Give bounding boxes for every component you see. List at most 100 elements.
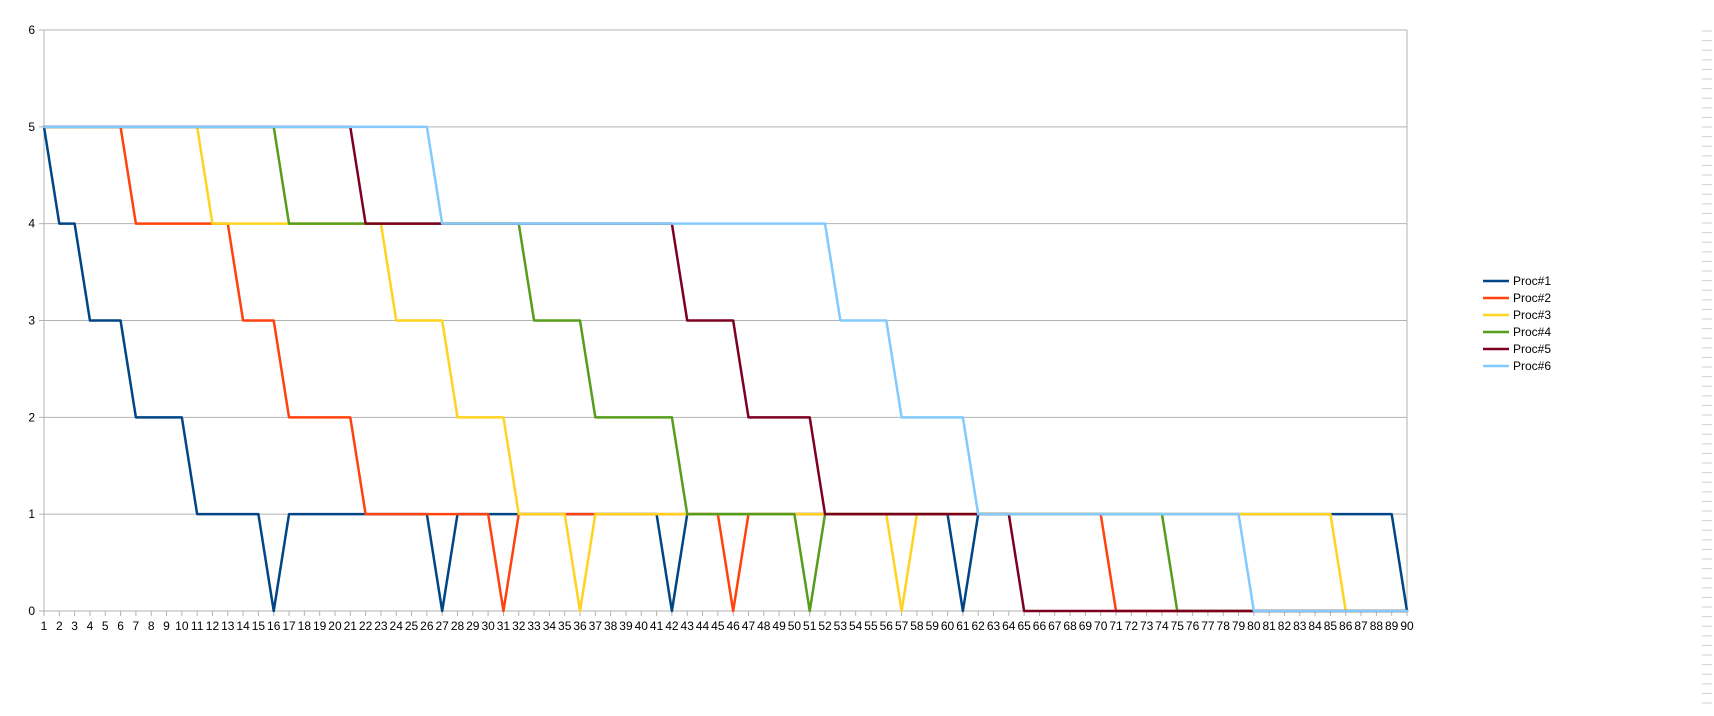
x-tick-label: 67 <box>1048 619 1062 633</box>
legend-label-4: Proc#4 <box>1513 325 1551 339</box>
x-tick-label: 38 <box>604 619 618 633</box>
x-tick-label: 81 <box>1262 619 1276 633</box>
series-line-5 <box>42 125 1409 613</box>
x-tick-label: 71 <box>1109 619 1123 633</box>
x-tick-label: 28 <box>451 619 465 633</box>
series-lines <box>42 125 1409 613</box>
x-tick-label: 13 <box>221 619 235 633</box>
gridlines <box>44 29 1407 515</box>
series-line-1 <box>42 125 1409 613</box>
series-line-3 <box>42 125 1409 613</box>
x-tick-label: 57 <box>895 619 909 633</box>
x-tick-label: 84 <box>1308 619 1322 633</box>
x-tick-label: 26 <box>420 619 434 633</box>
axes <box>39 29 1408 616</box>
x-tick-label: 48 <box>757 619 771 633</box>
x-tick-label: 39 <box>619 619 633 633</box>
x-tick-label: 20 <box>328 619 342 633</box>
x-tick-label: 16 <box>267 619 281 633</box>
x-tick-label: 33 <box>527 619 541 633</box>
x-tick-label: 14 <box>236 619 250 633</box>
x-tick-label: 36 <box>573 619 587 633</box>
legend-label-5: Proc#5 <box>1513 342 1551 356</box>
x-tick-label: 21 <box>344 619 358 633</box>
series-line-2 <box>42 125 1409 613</box>
x-tick-label: 2 <box>56 619 63 633</box>
series-line-4 <box>42 125 1409 613</box>
x-tick-label: 78 <box>1217 619 1231 633</box>
x-tick-label: 32 <box>512 619 526 633</box>
x-tick-label: 8 <box>148 619 155 633</box>
series-line-6 <box>42 125 1409 613</box>
x-tick-label: 50 <box>788 619 802 633</box>
x-tick-label: 42 <box>665 619 679 633</box>
y-tick-label: 2 <box>28 410 35 424</box>
right-edge-dashes <box>1702 30 1712 704</box>
x-tick-label: 75 <box>1171 619 1185 633</box>
x-tick-label: 87 <box>1354 619 1368 633</box>
x-tick-label: 53 <box>834 619 848 633</box>
y-tick-label: 1 <box>28 507 35 521</box>
x-tick-label: 55 <box>864 619 878 633</box>
x-tick-label: 49 <box>772 619 786 633</box>
x-tick-label: 63 <box>987 619 1001 633</box>
x-tick-label: 51 <box>803 619 817 633</box>
x-tick-label: 9 <box>163 619 170 633</box>
x-tick-label: 23 <box>374 619 388 633</box>
y-tick-label: 3 <box>28 314 35 328</box>
x-tick-label: 69 <box>1079 619 1093 633</box>
y-axis-tick-labels: 0 1 2 3 4 5 6 <box>28 23 35 618</box>
x-tick-label: 4 <box>87 619 94 633</box>
x-tick-label: 65 <box>1017 619 1031 633</box>
x-tick-label: 31 <box>497 619 511 633</box>
y-tick-label: 5 <box>28 120 35 134</box>
x-tick-label: 59 <box>926 619 940 633</box>
x-tick-label: 3 <box>71 619 78 633</box>
x-tick-label: 40 <box>635 619 649 633</box>
x-tick-label: 74 <box>1155 619 1169 633</box>
x-tick-label: 25 <box>405 619 419 633</box>
x-tick-label: 35 <box>558 619 572 633</box>
x-tick-label: 44 <box>696 619 710 633</box>
x-tick-label: 52 <box>818 619 832 633</box>
x-tick-label: 86 <box>1339 619 1353 633</box>
x-tick-label: 70 <box>1094 619 1108 633</box>
x-axis-tick-labels: 1 2 3 4 5 6 7 8 9 10 11 12 13 14 15 16 17 18 19 20 21 22 23 24 2… <box>41 619 1414 633</box>
x-tick-label: 1 <box>41 619 48 633</box>
legend-label-3: Proc#3 <box>1513 308 1551 322</box>
x-tick-label: 12 <box>206 619 220 633</box>
x-tick-label: 7 <box>133 619 140 633</box>
x-tick-label: 46 <box>726 619 740 633</box>
x-tick-label: 17 <box>282 619 296 633</box>
x-tick-label: 90 <box>1400 619 1414 633</box>
x-tick-label: 82 <box>1278 619 1292 633</box>
x-tick-label: 56 <box>880 619 894 633</box>
x-tick-label: 43 <box>681 619 695 633</box>
x-tick-label: 29 <box>466 619 480 633</box>
y-tick-label: 6 <box>28 23 35 37</box>
x-tick-label: 30 <box>481 619 495 633</box>
x-tick-label: 6 <box>117 619 124 633</box>
x-tick-label: 77 <box>1201 619 1215 633</box>
x-tick-label: 45 <box>711 619 725 633</box>
x-tick-label: 34 <box>543 619 557 633</box>
x-tick-label: 10 <box>175 619 189 633</box>
x-tick-label: 60 <box>941 619 955 633</box>
x-tick-label: 41 <box>650 619 664 633</box>
x-tick-label: 73 <box>1140 619 1154 633</box>
x-tick-label: 27 <box>436 619 450 633</box>
legend: Proc#1 Proc#2 Proc#3 Proc#4 Proc#5 Proc#6 <box>1483 274 1551 373</box>
x-tick-label: 85 <box>1324 619 1338 633</box>
x-tick-label: 22 <box>359 619 373 633</box>
x-tick-label: 47 <box>742 619 756 633</box>
x-tick-label: 80 <box>1247 619 1261 633</box>
x-tick-label: 15 <box>252 619 266 633</box>
y-tick-label: 0 <box>28 604 35 618</box>
x-tick-label: 61 <box>956 619 970 633</box>
x-tick-label: 68 <box>1063 619 1077 633</box>
x-tick-label: 88 <box>1370 619 1384 633</box>
legend-label-1: Proc#1 <box>1513 274 1551 288</box>
x-tick-label: 54 <box>849 619 863 633</box>
x-tick-label: 58 <box>910 619 924 633</box>
